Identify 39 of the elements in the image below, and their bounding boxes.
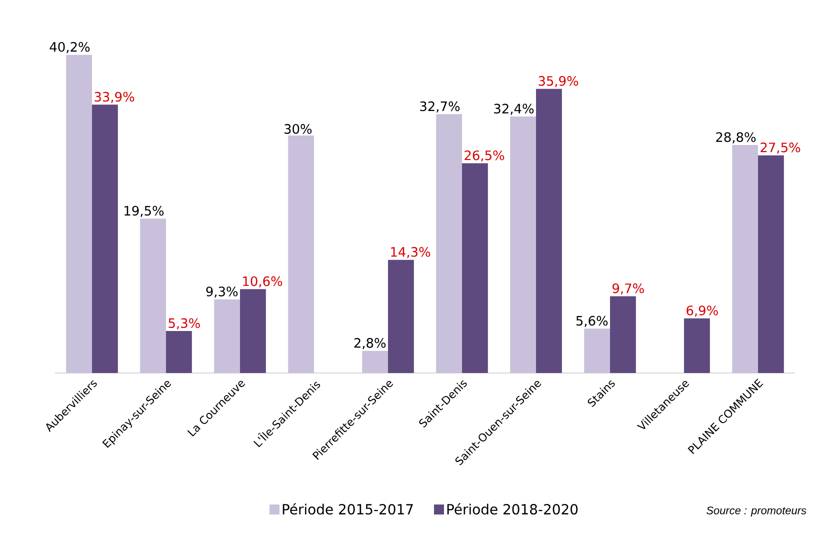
data-label: 27,5% <box>760 142 800 154</box>
bar <box>288 136 314 373</box>
bar <box>732 145 758 373</box>
data-label: 26,5% <box>464 150 504 162</box>
data-label: 35,9% <box>538 76 578 88</box>
data-label: 9,7% <box>612 283 644 295</box>
bar <box>436 114 462 373</box>
data-label: 30% <box>284 124 312 134</box>
bar <box>758 155 784 373</box>
data-label: 28,8% <box>716 132 756 144</box>
data-label: 19,5% <box>124 206 164 217</box>
legend-label: Période 2015-2017 <box>282 503 413 515</box>
bar <box>510 116 536 373</box>
data-label: 6,9% <box>686 306 718 317</box>
bar <box>362 350 388 373</box>
data-label: 32,7% <box>420 101 460 112</box>
bar <box>584 328 610 373</box>
bar <box>140 218 166 373</box>
bar <box>166 331 192 373</box>
data-label: 9,3% <box>206 286 238 298</box>
data-label: 14,3% <box>391 247 430 258</box>
source-note: Source : promoteurs <box>706 506 806 516</box>
data-label: 2,8% <box>354 338 386 350</box>
bar <box>684 318 710 373</box>
bar <box>240 289 266 373</box>
bar <box>66 54 92 373</box>
bar <box>462 163 488 373</box>
bar <box>536 88 562 373</box>
legend-label: Période 2018-2020 <box>447 503 578 515</box>
data-label: 32,4% <box>494 104 534 115</box>
bar <box>214 299 240 373</box>
data-label: 40,2% <box>50 42 90 54</box>
bar <box>92 104 118 373</box>
bar <box>388 260 414 373</box>
data-label: 5,6% <box>576 316 608 327</box>
data-label: 33,9% <box>94 92 134 103</box>
bar <box>610 296 636 373</box>
data-label: 10,6% <box>243 276 282 288</box>
data-label: 5,3% <box>168 318 200 330</box>
